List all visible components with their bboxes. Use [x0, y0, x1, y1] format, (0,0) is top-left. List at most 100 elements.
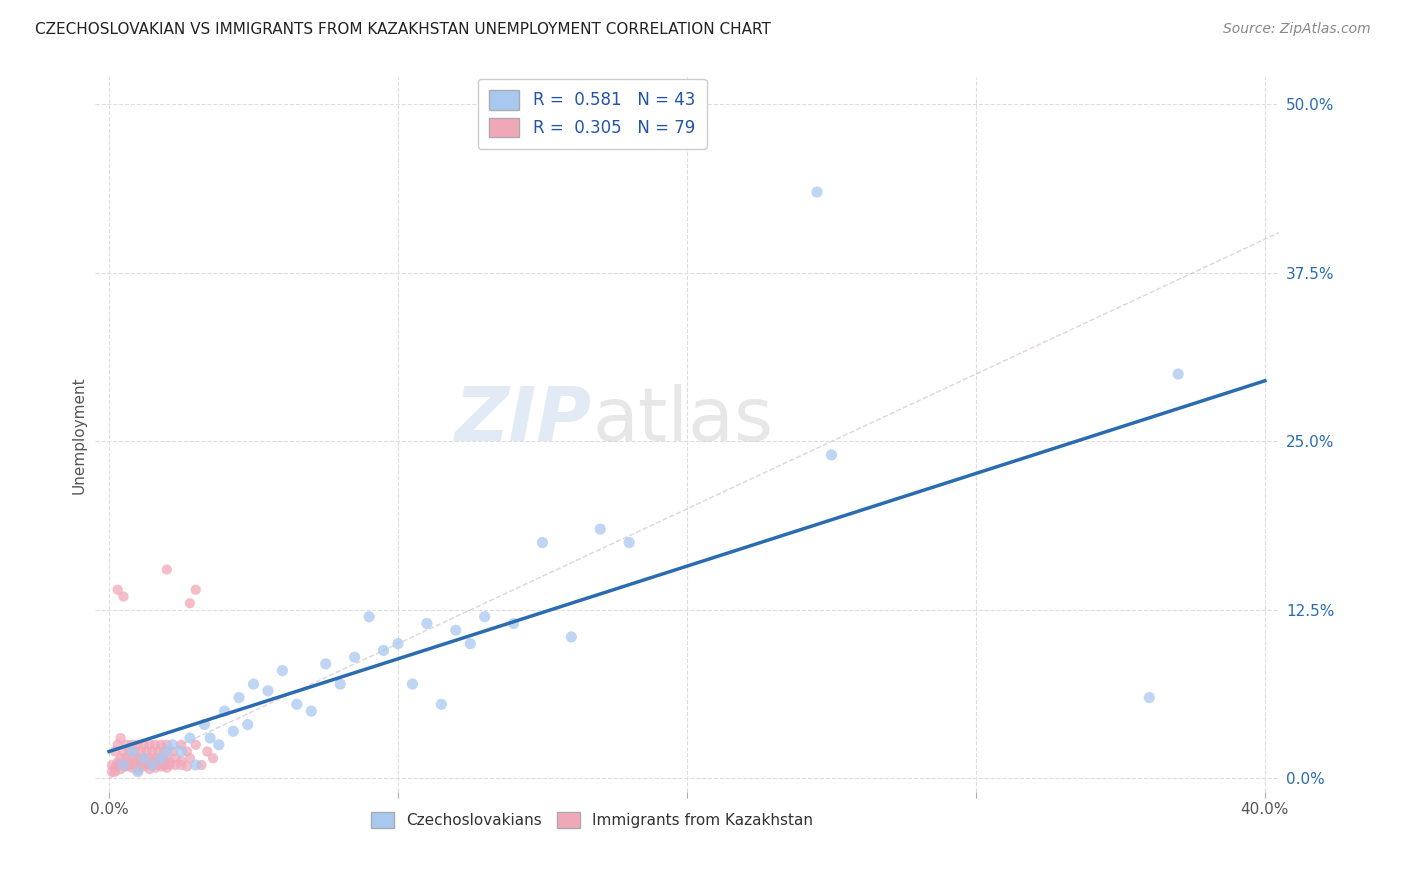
Point	[143, 761, 166, 775]
Point	[285, 698, 308, 712]
Point	[107, 582, 129, 597]
Point	[135, 758, 157, 772]
Point	[110, 751, 132, 765]
Point	[236, 717, 259, 731]
Legend: Czechoslovakians, Immigrants from Kazakhstan: Czechoslovakians, Immigrants from Kazakh…	[366, 806, 820, 834]
Point	[121, 761, 143, 775]
Point	[329, 677, 352, 691]
Point	[124, 758, 146, 772]
Point	[184, 582, 207, 597]
Point	[502, 616, 524, 631]
Point	[132, 759, 155, 773]
Point	[112, 758, 135, 772]
Point	[115, 738, 138, 752]
Point	[124, 745, 146, 759]
Point	[184, 738, 207, 752]
Point	[153, 753, 176, 767]
Point	[143, 738, 166, 752]
Point	[242, 677, 264, 691]
Point	[560, 630, 582, 644]
Point	[150, 751, 173, 765]
Point	[257, 683, 280, 698]
Point	[101, 764, 124, 779]
Point	[156, 562, 179, 576]
Text: CZECHOSLOVAKIAN VS IMMIGRANTS FROM KAZAKHSTAN UNEMPLOYMENT CORRELATION CHART: CZECHOSLOVAKIAN VS IMMIGRANTS FROM KAZAK…	[35, 22, 770, 37]
Point	[806, 185, 828, 199]
Point	[156, 761, 179, 775]
Point	[162, 738, 184, 752]
Point	[138, 738, 160, 752]
Point	[132, 751, 155, 765]
Point	[222, 724, 245, 739]
Point	[387, 637, 409, 651]
Point	[127, 738, 149, 752]
Text: ZIP: ZIP	[456, 384, 592, 457]
Point	[156, 745, 179, 759]
Point	[159, 758, 181, 772]
Point	[112, 758, 135, 772]
Point	[208, 738, 231, 752]
Point	[170, 758, 193, 772]
Point	[127, 764, 149, 779]
Point	[1167, 367, 1189, 381]
Point	[121, 751, 143, 765]
Point	[153, 758, 176, 772]
Point	[127, 764, 149, 778]
Point	[143, 751, 166, 765]
Point	[153, 745, 176, 759]
Point	[458, 637, 481, 651]
Point	[589, 522, 612, 536]
Point	[156, 751, 179, 765]
Point	[170, 738, 193, 752]
Point	[110, 731, 132, 745]
Point	[135, 745, 157, 759]
Point	[115, 759, 138, 773]
Point	[195, 745, 218, 759]
Point	[112, 758, 135, 772]
Point	[107, 756, 129, 770]
Point	[121, 745, 143, 759]
Point	[343, 650, 366, 665]
Point	[401, 677, 423, 691]
Point	[138, 762, 160, 776]
Point	[179, 751, 201, 765]
Point	[214, 704, 236, 718]
Point	[162, 745, 184, 759]
Point	[165, 758, 187, 772]
Point	[129, 758, 152, 772]
Point	[299, 704, 322, 718]
Point	[138, 751, 160, 765]
Point	[150, 759, 173, 773]
Point	[176, 759, 198, 773]
Point	[141, 758, 163, 772]
Point	[531, 535, 554, 549]
Point	[110, 762, 132, 776]
Point	[179, 731, 201, 745]
Point	[617, 535, 640, 549]
Point	[430, 698, 453, 712]
Point	[184, 758, 207, 772]
Point	[373, 643, 395, 657]
Point	[129, 745, 152, 759]
Point	[115, 751, 138, 765]
Point	[202, 751, 225, 765]
Point	[112, 745, 135, 759]
Point	[170, 745, 193, 759]
Point	[359, 609, 381, 624]
Point	[193, 717, 215, 731]
Point	[132, 738, 155, 752]
Point	[315, 657, 337, 671]
Point	[156, 738, 179, 752]
Point	[107, 758, 129, 772]
Point	[271, 664, 294, 678]
Point	[150, 751, 173, 765]
Point	[118, 758, 141, 772]
Point	[112, 590, 135, 604]
Point	[146, 745, 169, 759]
Point	[146, 758, 169, 772]
Point	[132, 751, 155, 765]
Point	[416, 616, 439, 631]
Point	[127, 751, 149, 765]
Point	[141, 745, 163, 759]
Point	[165, 751, 187, 765]
